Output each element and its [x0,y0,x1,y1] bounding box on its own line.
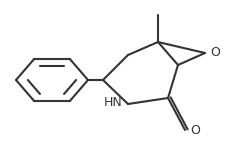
Text: HN: HN [104,96,122,109]
Text: O: O [189,124,199,137]
Text: O: O [209,46,219,60]
